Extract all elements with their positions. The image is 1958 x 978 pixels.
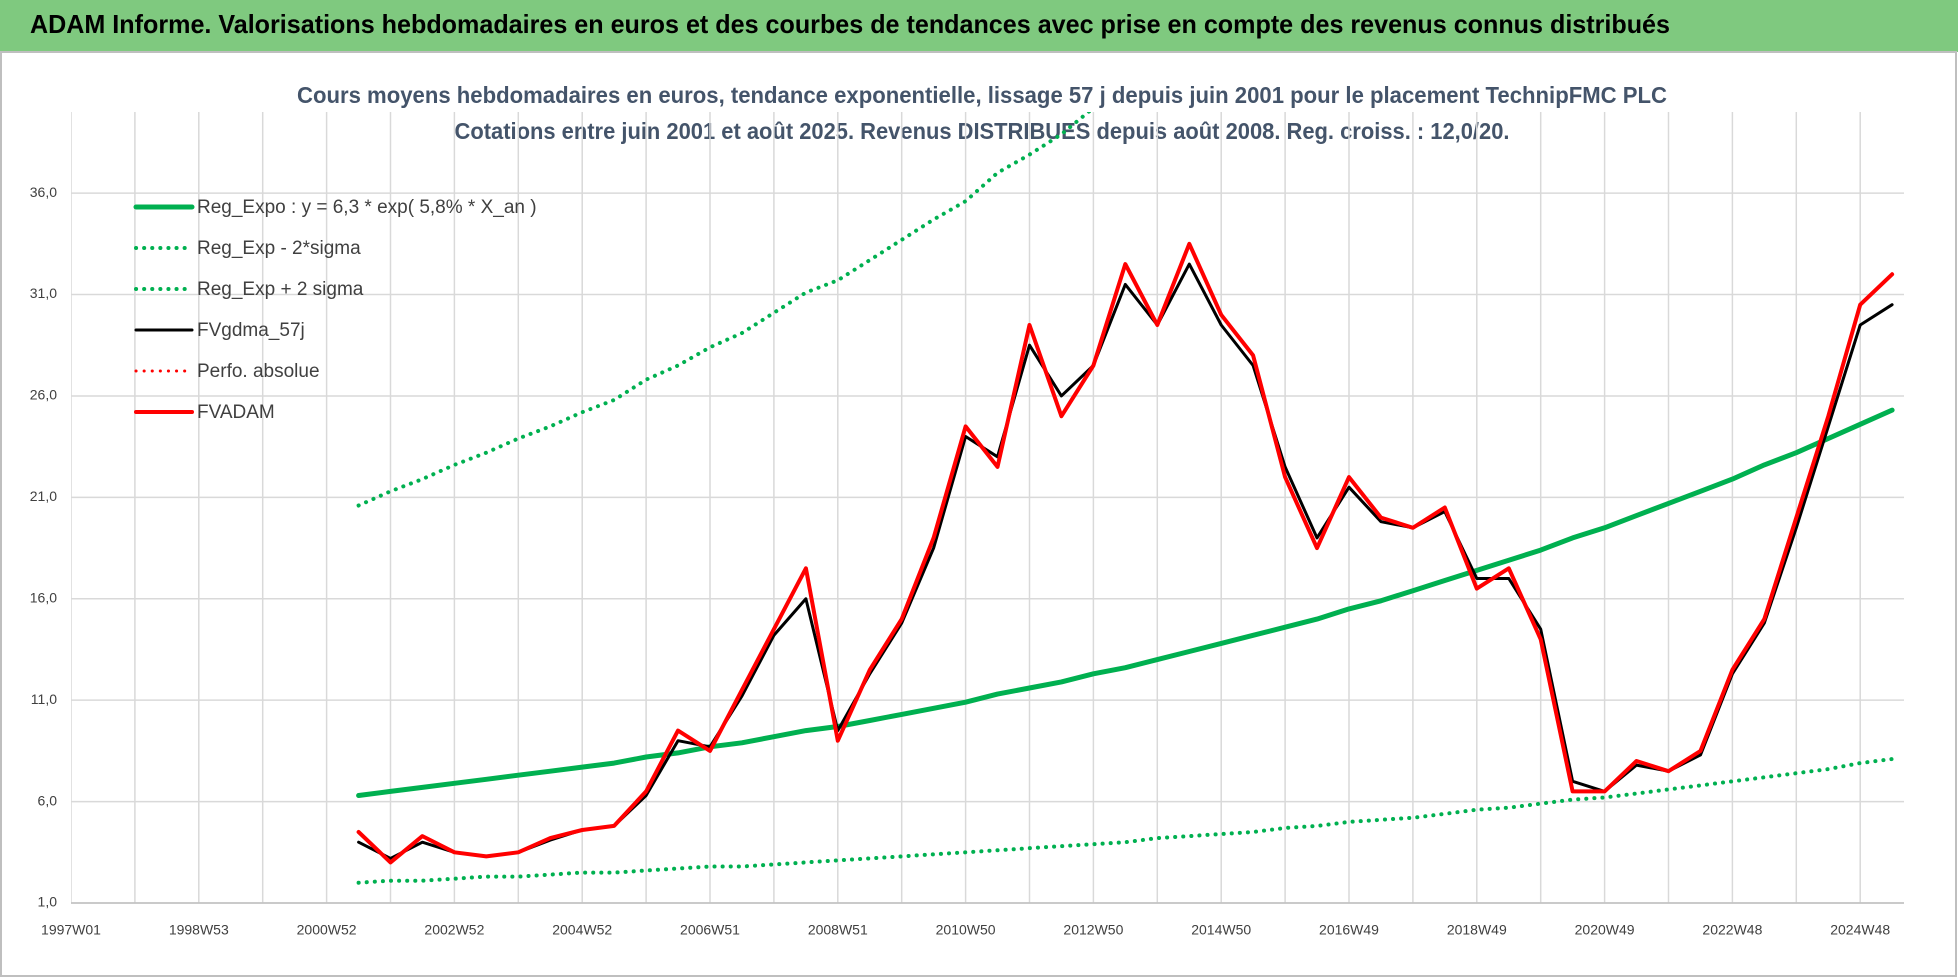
x-tick-label: 2024W48: [1830, 922, 1890, 938]
series-line: [356, 407, 1895, 798]
series-line: [356, 112, 1092, 508]
y-tick-label: 1,0: [38, 894, 58, 910]
chart-title: Cours moyens hebdomadaires en euros, ten…: [297, 82, 1667, 108]
y-tick-label: 6,0: [38, 792, 58, 808]
legend-label: Reg_Exp - 2*sigma: [197, 238, 361, 259]
x-tick-label: 2020W49: [1575, 922, 1635, 938]
series-line: [356, 757, 1895, 885]
x-tick-label: 2018W49: [1447, 922, 1507, 938]
x-tick-label: 2006W51: [680, 922, 740, 938]
y-tick-label: 36,0: [30, 184, 57, 200]
chart-frame: [0, 51, 1957, 977]
x-tick-label: 2016W49: [1319, 922, 1379, 938]
legend-label: FVADAM: [197, 402, 275, 423]
x-tick-label: 1997W01: [41, 922, 101, 938]
x-tick-label: 2000W52: [297, 922, 357, 938]
legend-label: Reg_Exp + 2 sigma: [197, 279, 364, 300]
x-tick-label: 2022W48: [1702, 922, 1762, 938]
legend-label: Reg_Expo : y = 6,3 * exp( 5,8% * X_an ): [197, 197, 537, 218]
y-tick-label: 21,0: [30, 488, 57, 504]
header-bar: [0, 0, 1958, 52]
x-tick-label: 2010W50: [936, 922, 996, 938]
series-line: [356, 241, 1895, 865]
y-tick-label: 16,0: [30, 589, 57, 605]
legend-label: FVgdma_57j: [197, 320, 305, 341]
x-tick-label: 2012W50: [1063, 922, 1123, 938]
header-title: ADAM Informe. Valorisations hebdomadaire…: [30, 9, 1670, 39]
x-tick-label: 2004W52: [552, 922, 612, 938]
legend-label: Perfo. absolue: [197, 361, 320, 382]
chart-subtitle: Cotations entre juin 2001 et août 2025. …: [455, 118, 1510, 144]
x-tick-label: 1998W53: [169, 922, 229, 938]
x-tick-label: 2002W52: [424, 922, 484, 938]
y-tick-label: 31,0: [30, 285, 57, 301]
x-tick-label: 2008W51: [808, 922, 868, 938]
y-tick-label: 11,0: [31, 691, 57, 707]
y-tick-label: 26,0: [30, 387, 57, 403]
x-tick-label: 2014W50: [1191, 922, 1251, 938]
